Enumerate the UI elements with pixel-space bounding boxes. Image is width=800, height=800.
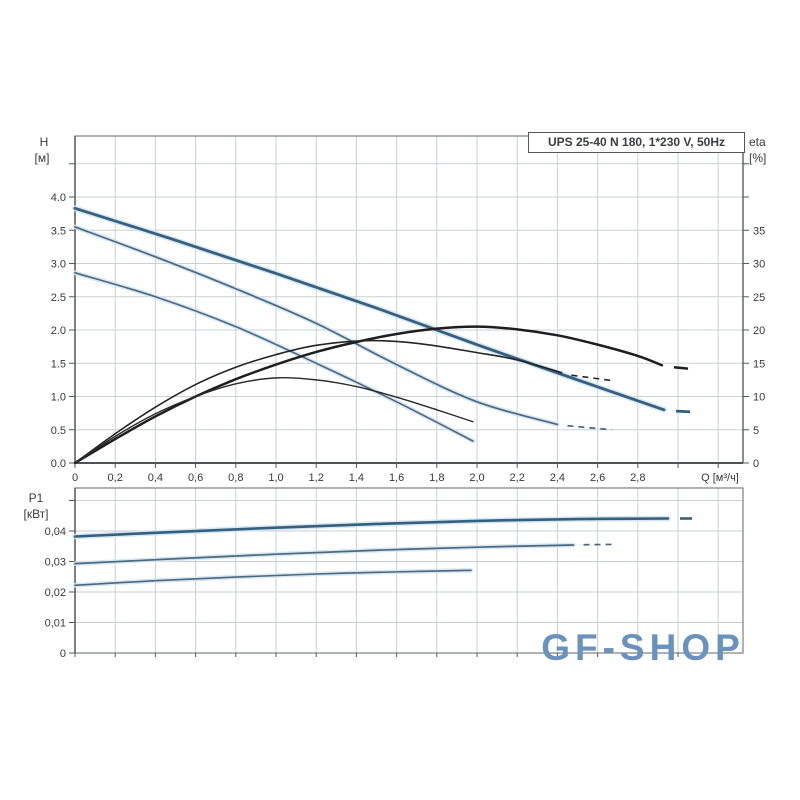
h-curve-speed-3-dash <box>675 409 691 414</box>
q-tick-label: 0,4 <box>148 472 163 484</box>
eta-axis-name: eta <box>749 135 766 149</box>
q-axis-unit-label: Q [м³/ч] <box>701 472 739 484</box>
p1-tick-label: 0,03 <box>45 557 66 569</box>
h-tick-label: 3.0 <box>51 259 66 271</box>
q-tick-label: 0 <box>72 472 78 484</box>
q-tick-label: 1,2 <box>309 472 324 484</box>
q-tick-label: 1,8 <box>429 472 444 484</box>
h-curve-speed-2-dash <box>567 424 612 431</box>
eta-curve-speed-2-dash <box>571 374 612 382</box>
eta-curve-speed-2 <box>74 339 563 464</box>
p1-tick-label: 0,04 <box>45 526 66 538</box>
q-tick-label: 2,6 <box>590 472 605 484</box>
hq-chart-frame <box>74 135 744 464</box>
q-tick-label: 2,0 <box>469 472 484 484</box>
h-tick-label: 3.5 <box>51 225 66 237</box>
eta-curve-speed-3-dash <box>673 365 689 370</box>
p1-curve-speed-3 <box>73 517 670 538</box>
h-tick-label: 0.0 <box>51 458 66 470</box>
h-curve-speed-1 <box>74 272 474 442</box>
p1-curve-speed-2 <box>74 544 575 565</box>
eta-tick-label: 35 <box>753 225 765 237</box>
eta-tick-label: 10 <box>753 392 765 404</box>
q-tick-label: 2,8 <box>630 472 645 484</box>
eta-tick-label: 5 <box>753 425 759 437</box>
eta-tick-label: 20 <box>753 325 765 337</box>
p1-tick-label: 0 <box>60 648 66 660</box>
p1-axis-unit: [кВт] <box>23 507 48 521</box>
h-curve-speed-1-halo <box>72 270 476 444</box>
q-tick-label: 1,0 <box>268 472 283 484</box>
eta-axis-unit: [%] <box>749 151 766 165</box>
q-tick-label: 2,2 <box>510 472 525 484</box>
watermark-gf-shop: GF-SHOP <box>541 627 745 668</box>
p1-curve-speed-2-halo <box>72 542 576 566</box>
h-tick-label: 2.5 <box>51 292 66 304</box>
q-tick-label: 0,6 <box>188 472 203 484</box>
p1-tick-label: 0,01 <box>45 618 66 630</box>
eta-curve-speed-1 <box>74 377 474 464</box>
h-axis-unit: [м] <box>35 151 50 165</box>
q-tick-label: 1,4 <box>349 472 364 484</box>
chart-title-box: UPS 25-40 N 180, 1*230 V, 50Hz <box>528 132 745 153</box>
eta-tick-label: 30 <box>753 259 765 271</box>
q-tick-label: 0,2 <box>108 472 123 484</box>
p1-curve-speed-3-halo <box>72 515 671 540</box>
h-tick-label: 0.5 <box>51 425 66 437</box>
p1-curve-speed-1 <box>74 569 472 587</box>
h-tick-label: 1.5 <box>51 358 66 370</box>
h-curve-speed-2 <box>74 226 559 426</box>
eta-tick-label: 25 <box>753 292 765 304</box>
p1-curve-speed-1-halo <box>72 568 474 588</box>
p1-axis-name: P1 <box>29 491 44 505</box>
q-tick-label: 1,6 <box>389 472 404 484</box>
eta-curve-speed-3 <box>73 325 664 465</box>
h-curve-speed-3 <box>73 206 666 412</box>
q-tick-label: 0,8 <box>228 472 243 484</box>
h-tick-label: 1.0 <box>51 392 66 404</box>
p1-tick-label: 0,02 <box>45 587 66 599</box>
h-tick-label: 2.0 <box>51 325 66 337</box>
chart-title: UPS 25-40 N 180, 1*230 V, 50Hz <box>547 135 725 149</box>
h-tick-label: 4.0 <box>51 192 66 204</box>
eta-tick-label: 0 <box>753 458 759 470</box>
eta-tick-label: 15 <box>753 358 765 370</box>
q-tick-label: 2,4 <box>550 472 565 484</box>
h-axis-name: H <box>40 135 49 149</box>
